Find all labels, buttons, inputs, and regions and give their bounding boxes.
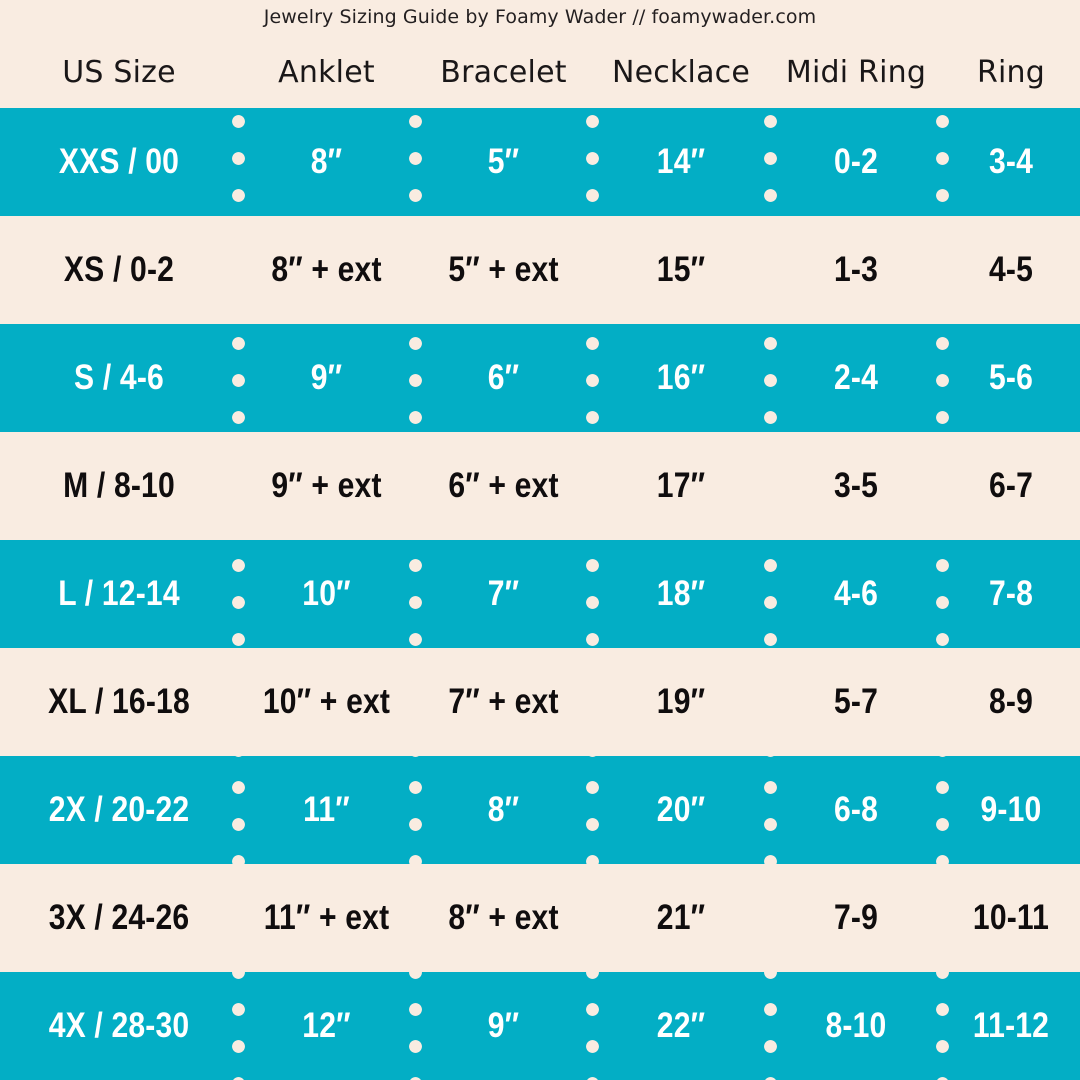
measurement-cell: 7″ + ext (448, 682, 559, 721)
size-label-cell: XL / 16-18 (48, 682, 190, 721)
column-header-bracelet: Bracelet (440, 54, 567, 90)
measurement-cell: 18″ (656, 574, 706, 613)
measurement-cell: 11″ (303, 790, 350, 829)
measurement-cell: 22″ (656, 1006, 706, 1045)
column-header-midi-ring: Midi Ring (785, 54, 927, 90)
column-header-anklet: Anklet (278, 54, 375, 90)
measurement-cell: 20″ (656, 790, 706, 829)
page-title: Jewelry Sizing Guide by Foamy Wader // f… (263, 6, 817, 28)
size-label-cell: L / 12-14 (58, 574, 180, 613)
measurement-cell: 6″ + ext (448, 466, 559, 505)
column-header-necklace: Necklace (611, 54, 751, 90)
table-row: XS / 0-2 8″ + ext 5″ + ext 15″ 1-3 4-5 (0, 216, 1080, 324)
size-label-cell: M / 8-10 (63, 466, 175, 505)
measurement-cell: 8″ + ext (271, 250, 382, 289)
measurement-cell: 5-6 (988, 358, 1034, 397)
measurement-cell: 6-7 (988, 466, 1034, 505)
measurement-cell: 8″ (310, 142, 343, 181)
measurement-cell: 19″ (656, 682, 706, 721)
measurement-cell: 9-10 (980, 790, 1042, 829)
measurement-cell: 10″ + ext (262, 682, 391, 721)
measurement-cell: 8″ + ext (448, 898, 559, 937)
table-row: S / 4-6 9″ 6″ 16″ 2-4 5-6 (0, 324, 1080, 432)
table-row: XXS / 00 8″ 5″ 14″ 0-2 3-4 (0, 108, 1080, 216)
measurement-cell: 5″ + ext (448, 250, 559, 289)
measurement-cell: 1-3 (833, 250, 879, 289)
measurement-cell: 11-12 (972, 1006, 1050, 1045)
table-row: M / 8-10 9″ + ext 6″ + ext 17″ 3-5 6-7 (0, 432, 1080, 540)
measurement-cell: 14″ (656, 142, 706, 181)
size-label-cell: 2X / 20-22 (48, 790, 190, 829)
measurement-cell: 0-2 (833, 142, 879, 181)
table-row: 4X / 28-30 12″ 9″ 22″ 8-10 11-12 (0, 972, 1080, 1080)
measurement-cell: 8-9 (988, 682, 1034, 721)
size-label-cell: XXS / 00 (58, 142, 180, 181)
size-label-cell: 4X / 28-30 (48, 1006, 190, 1045)
measurement-cell: 11″ + ext (263, 898, 390, 937)
measurement-cell: 6″ (487, 358, 520, 397)
measurement-cell: 4-6 (833, 574, 879, 613)
measurement-cell: 3-5 (833, 466, 879, 505)
measurement-cell: 2-4 (833, 358, 879, 397)
measurement-cell: 5″ (487, 142, 520, 181)
column-header-us-size: US Size (62, 54, 176, 90)
table-header-row: US Size Anklet Bracelet Necklace Midi Ring Ri… (0, 36, 1080, 108)
measurement-cell: 7-9 (833, 898, 879, 937)
table-row: L / 12-14 10″ 7″ 18″ 4-6 7-8 (0, 540, 1080, 648)
measurement-cell: 3-4 (988, 142, 1034, 181)
table-row: XL / 16-18 10″ + ext 7″ + ext 19″ 5-7 8-9 (0, 648, 1080, 756)
measurement-cell: 6-8 (833, 790, 879, 829)
measurement-cell: 12″ (302, 1006, 351, 1045)
size-label-cell: 3X / 24-26 (48, 898, 190, 937)
measurement-cell: 7-8 (988, 574, 1034, 613)
measurement-cell: 10″ (302, 574, 351, 613)
table-row: 2X / 20-22 11″ 8″ 20″ 6-8 9-10 (0, 756, 1080, 864)
measurement-cell: 10-11 (972, 898, 1050, 937)
table-row: 3X / 24-26 11″ + ext 8″ + ext 21″ 7-9 10-11 (0, 864, 1080, 972)
measurement-cell: 8-10 (825, 1006, 887, 1045)
sizing-table: US Size Anklet Bracelet Necklace Midi Ring Ri… (0, 36, 1080, 1080)
measurement-cell: 8″ (487, 790, 520, 829)
measurement-cell: 17″ (656, 466, 706, 505)
measurement-cell: 9″ + ext (271, 466, 382, 505)
measurement-cell: 7″ (487, 574, 520, 613)
measurement-cell: 15″ (656, 250, 706, 289)
measurement-cell: 4-5 (988, 250, 1034, 289)
size-label-cell: S / 4-6 (74, 358, 164, 397)
measurement-cell: 5-7 (833, 682, 879, 721)
measurement-cell: 9″ (487, 1006, 520, 1045)
measurement-cell: 9″ (310, 358, 343, 397)
column-header-ring: Ring (976, 54, 1046, 90)
measurement-cell: 21″ (656, 898, 706, 937)
measurement-cell: 16″ (656, 358, 706, 397)
size-label-cell: XS / 0-2 (63, 250, 175, 289)
